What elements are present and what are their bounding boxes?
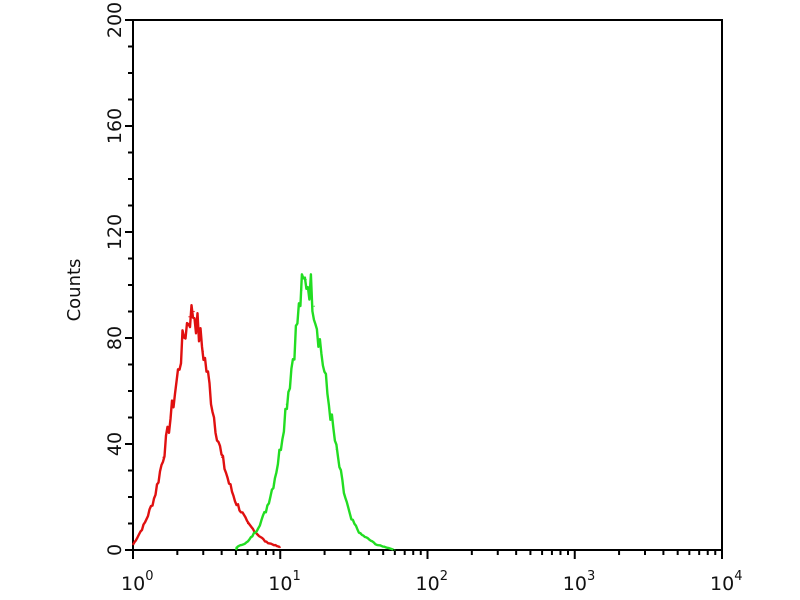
data-point-series-1 (265, 541, 267, 543)
y-tick-label: 160 (104, 108, 126, 144)
data-point-series-2 (301, 289, 303, 291)
data-point-series-2 (327, 395, 329, 397)
data-point-series-2 (272, 483, 275, 485)
data-point-series-2 (291, 363, 293, 366)
data-point-series-1 (214, 422, 216, 424)
data-point-series-2 (320, 350, 322, 352)
y-axis-title: Counts (64, 259, 85, 322)
data-point-series-2 (285, 403, 287, 405)
y-tick-label: 200 (104, 2, 126, 38)
data-point-series-1 (153, 496, 156, 498)
data-point-series-1 (176, 377, 178, 379)
x-tick-exponent: 2 (440, 569, 448, 584)
data-point-series-1 (256, 533, 259, 535)
data-point-series-2 (335, 448, 337, 450)
y-tick-label: 120 (104, 214, 126, 250)
x-tick-label: 104 (710, 569, 742, 595)
data-point-series-1 (221, 456, 223, 458)
x-tick-base: 10 (416, 573, 440, 595)
data-point-series-1 (279, 546, 281, 548)
y-tick-label: 40 (104, 432, 126, 456)
x-tick-base: 10 (710, 573, 734, 595)
histogram-series-2 (234, 273, 394, 551)
data-point-series-2 (265, 509, 267, 511)
data-point-series-2 (375, 544, 378, 546)
data-point-series-2 (313, 305, 315, 307)
data-point-series-1 (228, 483, 230, 485)
x-tick-base: 10 (563, 573, 587, 595)
data-point-series-1 (235, 501, 237, 503)
data-point-series-2 (279, 448, 281, 450)
y-tick-label: 0 (104, 544, 126, 556)
x-tick-exponent: 3 (587, 569, 595, 584)
data-point-series-1 (188, 316, 190, 318)
x-tick-label: 103 (563, 569, 595, 595)
data-point-series-1 (202, 350, 204, 352)
data-point-series-1 (246, 522, 249, 525)
data-point-series-1 (182, 337, 185, 339)
data-point-series-2 (349, 517, 352, 519)
plot-frame (132, 19, 723, 551)
x-tick-base: 10 (121, 573, 145, 595)
data-point-series-2 (359, 533, 361, 535)
data-point-series-2 (235, 546, 237, 548)
data-point-series-1 (144, 522, 146, 525)
data-point-series-2 (296, 324, 298, 326)
x-tick-base: 10 (268, 573, 292, 595)
data-point-series-1 (162, 456, 164, 458)
data-point-series-1 (193, 310, 195, 313)
x-tick-label: 100 (121, 569, 153, 595)
x-tick-label: 102 (416, 569, 448, 595)
data-point-series-2 (343, 491, 345, 493)
data-point-series-2 (309, 284, 311, 286)
data-point-series-1 (132, 544, 134, 546)
x-tick-label: 101 (268, 569, 300, 595)
x-tick-exponent: 1 (292, 569, 300, 584)
data-point-series-1 (208, 385, 210, 387)
data-point-series-2 (394, 549, 396, 551)
y-tick-label: 80 (104, 326, 126, 350)
x-tick-exponent: 4 (734, 569, 742, 584)
data-point-series-1 (198, 332, 200, 334)
x-tick-exponent: 0 (145, 569, 153, 584)
data-point-series-1 (169, 416, 172, 419)
data-point-series-2 (246, 541, 249, 543)
data-point-series-2 (256, 528, 259, 530)
data-point-series-2 (305, 279, 307, 281)
